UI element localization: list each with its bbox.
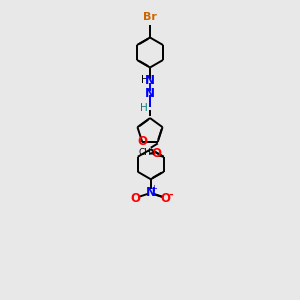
Text: +: + [151, 184, 158, 193]
Text: H: H [140, 103, 148, 113]
Text: N: N [145, 87, 155, 100]
Text: O: O [151, 147, 161, 160]
Text: H: H [141, 75, 148, 85]
Text: O: O [137, 135, 147, 148]
Text: N: N [146, 185, 156, 199]
Text: O: O [131, 192, 141, 205]
Text: CH₃: CH₃ [139, 148, 156, 157]
Text: N: N [145, 74, 155, 87]
Text: -: - [168, 190, 173, 200]
Text: O: O [161, 192, 171, 205]
Text: Br: Br [143, 13, 157, 22]
